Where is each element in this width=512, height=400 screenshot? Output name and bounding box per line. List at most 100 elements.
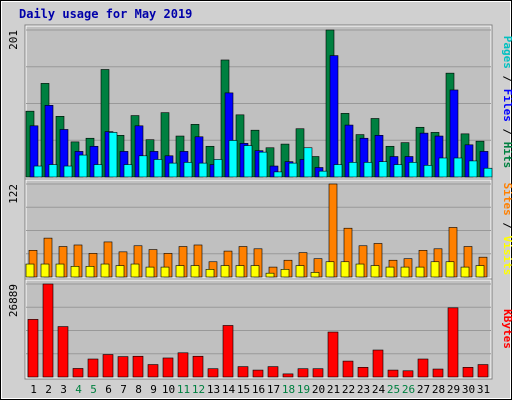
x-tick-label-10: 10 <box>162 383 175 396</box>
bar-pages-day-30 <box>468 160 478 178</box>
bar-kbytes-day-3 <box>57 326 69 378</box>
x-tick-label-29: 29 <box>447 383 460 396</box>
bar-kbytes-day-1 <box>27 319 39 378</box>
chart-title: Daily usage for May 2019 <box>19 7 192 21</box>
bar-kbytes-day-27 <box>417 358 429 378</box>
x-tick-label-26: 26 <box>402 383 415 396</box>
bar-visits-day-9 <box>145 266 155 278</box>
x-tick-label-12: 12 <box>192 383 205 396</box>
x-tick-label-13: 13 <box>207 383 220 396</box>
bar-kbytes-day-20 <box>312 368 324 378</box>
bar-kbytes-day-18 <box>282 373 294 378</box>
bar-pages-day-17 <box>273 171 283 178</box>
bar-pages-day-15 <box>243 145 253 178</box>
legend-part: KBytes <box>501 309 512 349</box>
x-tick-label-6: 6 <box>105 383 112 396</box>
legend-part: / <box>501 122 512 142</box>
bar-kbytes-day-22 <box>342 360 354 378</box>
bar-pages-day-18 <box>288 162 298 178</box>
bar-pages-day-26 <box>408 162 418 178</box>
panel-bevel <box>24 278 493 380</box>
chart-panels: 201 Pages / Files / Hits 122 Sites / Visits… <box>7 24 512 380</box>
bar-kbytes-day-25 <box>387 369 399 378</box>
bar-visits-day-8 <box>130 263 140 278</box>
legend-part: Pages <box>501 36 512 69</box>
x-axis-labels: 1 2 3 4 5 6 7 8 9 10 11 12 13 14 15 16 17 18 19 20 21 22 23 24 2… <box>30 383 490 396</box>
series-visits <box>25 261 485 278</box>
bar-pages-day-28 <box>438 157 448 178</box>
bar-visits-day-17 <box>265 272 275 278</box>
bar-pages-day-6 <box>108 132 118 178</box>
bar-kbytes-day-17 <box>267 366 279 378</box>
legend-part: / <box>501 216 512 236</box>
x-tick-label-16: 16 <box>252 383 265 396</box>
bar-kbytes-day-24 <box>372 349 384 378</box>
bar-pages-day-7 <box>123 164 133 178</box>
bar-visits-day-16 <box>250 265 260 278</box>
bar-pages-day-12 <box>198 162 208 178</box>
bar-kbytes-day-6 <box>102 354 114 378</box>
bar-kbytes-day-5 <box>87 358 99 378</box>
x-tick-label-7: 7 <box>120 383 127 396</box>
bar-visits-day-18 <box>280 269 290 278</box>
bar-visits-day-13 <box>205 269 215 278</box>
bar-pages-day-10 <box>168 162 178 178</box>
bar-kbytes-day-11 <box>177 352 189 378</box>
bar-visits-day-31 <box>475 265 485 278</box>
bar-visits-day-22 <box>340 261 350 278</box>
legend-part: / <box>501 69 512 89</box>
panel-kbytes: 26889 KBytes <box>7 278 512 380</box>
x-tick-label-31: 31 <box>477 383 490 396</box>
legend-part: Visits <box>501 236 512 276</box>
bar-pages-day-31 <box>483 167 493 178</box>
bar-visits-day-14 <box>220 265 230 278</box>
legend-label: KBytes <box>501 309 512 349</box>
bar-visits-day-27 <box>415 266 425 278</box>
x-tick-label-4: 4 <box>75 383 82 396</box>
bar-kbytes-day-28 <box>432 368 444 378</box>
bar-kbytes-day-29 <box>447 307 459 378</box>
x-tick-label-14: 14 <box>222 383 236 396</box>
bar-visits-day-19 <box>295 265 305 278</box>
bar-visits-day-25 <box>385 266 395 278</box>
x-tick-label-27: 27 <box>417 383 430 396</box>
bar-kbytes-day-13 <box>207 368 219 378</box>
series-kbytes <box>27 283 489 378</box>
bar-pages-day-5 <box>93 164 103 178</box>
bar-kbytes-day-4 <box>72 368 84 378</box>
panel-visits-sites: 122 Sites / Visits <box>7 178 512 280</box>
bar-pages-day-8 <box>138 155 148 178</box>
bar-kbytes-day-10 <box>162 357 174 378</box>
bar-pages-day-29 <box>453 157 463 178</box>
bar-kbytes-day-30 <box>462 367 474 378</box>
y-max-label: 122 <box>7 184 20 204</box>
bar-visits-day-28 <box>430 261 440 278</box>
x-tick-label-17: 17 <box>267 383 280 396</box>
bar-pages-day-3 <box>63 165 73 178</box>
y-max-label: 201 <box>7 30 20 50</box>
x-tick-label-20: 20 <box>312 383 325 396</box>
bar-visits-day-4 <box>70 266 80 278</box>
bar-kbytes-day-9 <box>147 364 159 378</box>
x-tick-label-24: 24 <box>372 383 386 396</box>
legend-part: Files <box>501 89 512 122</box>
bar-kbytes-day-26 <box>402 370 414 378</box>
legend-label: Pages / Files / Hits <box>501 36 512 169</box>
x-tick-label-30: 30 <box>462 383 475 396</box>
x-tick-label-28: 28 <box>432 383 445 396</box>
bar-kbytes-day-8 <box>132 355 144 378</box>
bar-pages-day-23 <box>363 162 373 178</box>
bar-files-day-21 <box>329 55 339 178</box>
bar-visits-day-23 <box>355 263 365 278</box>
bar-pages-day-4 <box>78 154 88 178</box>
x-tick-label-15: 15 <box>237 383 250 396</box>
bar-visits-day-2 <box>40 263 50 278</box>
bar-pages-day-21 <box>333 164 343 178</box>
bar-pages-day-14 <box>228 140 238 178</box>
bar-kbytes-day-31 <box>477 364 489 378</box>
x-tick-label-8: 8 <box>135 383 142 396</box>
bar-visits-day-30 <box>460 266 470 278</box>
bar-visits-day-5 <box>85 266 95 278</box>
bar-pages-day-11 <box>183 162 193 178</box>
bar-pages-day-19 <box>303 147 313 178</box>
